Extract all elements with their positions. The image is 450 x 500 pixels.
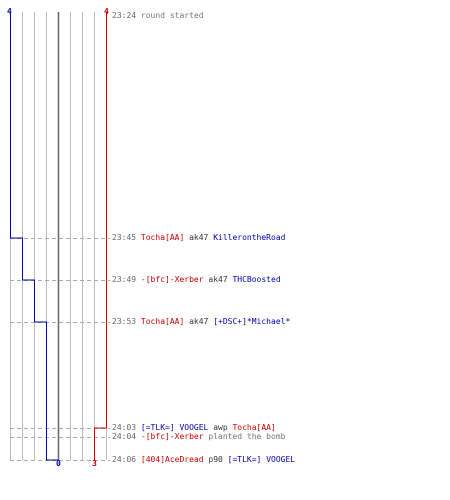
actor-name: -[bfc]-Xerber — [140, 432, 204, 441]
event-row-3: 23:53 Tocha[AA] ak47 [+DSC+]*Michael* — [112, 317, 290, 327]
event-row-6: 24:06 [404]AceDread p90 [=TLK=] VOOGEL — [112, 455, 295, 465]
alive-count-grid — [10, 12, 107, 460]
blue-team-alive-line — [10, 12, 59, 461]
weapon-name: ak47 — [189, 233, 209, 242]
blue-team-end-count: 0 — [56, 459, 61, 468]
killer-name: [=TLK=] VOOGEL — [140, 423, 209, 432]
weapon-name: awp — [213, 423, 228, 432]
victim-name: THCBoosted — [232, 275, 281, 284]
event-row-2: 23:49 -[bfc]-Xerber ak47 THCBoosted — [112, 275, 281, 285]
killer-name: -[bfc]-Xerber — [140, 275, 204, 284]
victim-name: KillerontheRoad — [213, 233, 286, 242]
victim-name: Tocha[AA] — [232, 423, 276, 432]
event-row-5: 24:04 -[bfc]-Xerber planted the bomb — [112, 432, 285, 442]
red-team-start-count: 4 — [104, 7, 109, 16]
event-time: 24:06 — [112, 455, 137, 464]
victim-name: [+DSC+]*Michael* — [213, 317, 291, 326]
event-row-1: 23:45 Tocha[AA] ak47 KillerontheRoad — [112, 233, 285, 243]
event-row-4: 24:03 [=TLK=] VOOGEL awp Tocha[AA] — [112, 423, 276, 433]
event-time: 23:45 — [112, 233, 137, 242]
killer-name: [404]AceDread — [140, 455, 204, 464]
event-time: 23:53 — [112, 317, 137, 326]
killer-name: Tocha[AA] — [140, 317, 185, 326]
event-row-0: 23:24 round started — [112, 11, 204, 21]
event-time: 23:49 — [112, 275, 137, 284]
killer-name: Tocha[AA] — [140, 233, 185, 242]
victim-name: [=TLK=] VOOGEL — [227, 455, 296, 464]
event-time: 23:24 — [112, 11, 137, 20]
event-time: 24:04 — [112, 432, 137, 441]
red-team-alive-line — [94, 12, 107, 460]
weapon-name: ak47 — [189, 317, 209, 326]
event-text: round started — [140, 11, 204, 20]
event-time: 24:03 — [112, 423, 137, 432]
weapon-name: ak47 — [208, 275, 228, 284]
action-text: planted the bomb — [208, 432, 286, 441]
blue-team-start-count: 4 — [7, 7, 12, 16]
weapon-name: p90 — [208, 455, 223, 464]
red-team-end-count: 3 — [92, 459, 97, 468]
